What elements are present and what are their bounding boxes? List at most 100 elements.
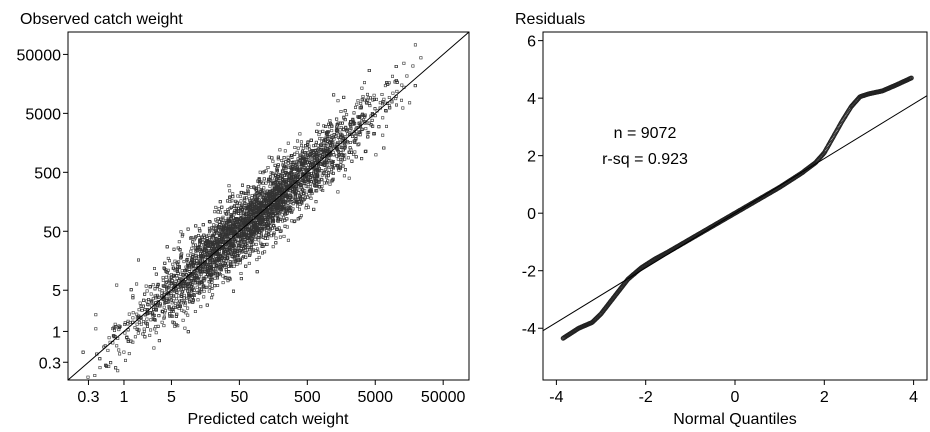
left-data-point bbox=[223, 226, 227, 230]
left-data-point bbox=[308, 185, 312, 189]
left-data-point bbox=[368, 96, 372, 100]
left-data-point bbox=[229, 205, 233, 209]
left-data-point bbox=[197, 290, 201, 294]
left-data-point bbox=[98, 357, 102, 361]
left-data-point bbox=[325, 147, 329, 151]
left-data-point bbox=[198, 271, 202, 275]
left-data-point bbox=[166, 285, 170, 289]
left-data-point bbox=[147, 297, 151, 301]
left-data-point bbox=[200, 247, 204, 251]
left-data-point bbox=[81, 350, 85, 354]
left-data-point bbox=[411, 64, 415, 68]
left-data-point bbox=[207, 226, 211, 230]
left-data-point bbox=[250, 233, 254, 237]
left-data-point bbox=[194, 249, 198, 253]
left-data-point bbox=[214, 257, 218, 261]
left-data-point bbox=[109, 361, 113, 365]
left-data-point bbox=[112, 334, 116, 338]
left-data-point bbox=[312, 144, 316, 148]
left-data-point bbox=[118, 325, 122, 329]
left-data-point bbox=[298, 216, 302, 220]
left-data-point bbox=[282, 156, 286, 160]
left-data-point bbox=[211, 293, 215, 297]
left-data-point bbox=[296, 191, 300, 195]
left-data-point bbox=[186, 306, 190, 310]
left-data-point bbox=[259, 188, 263, 192]
left-data-point bbox=[246, 239, 250, 243]
left-x-tick-label: 0.3 bbox=[77, 389, 99, 406]
left-data-point bbox=[189, 249, 193, 253]
left-data-point bbox=[287, 178, 291, 182]
left-data-point bbox=[304, 206, 308, 210]
left-data-point bbox=[154, 272, 158, 276]
left-data-point bbox=[286, 155, 290, 159]
left-data-point bbox=[301, 198, 305, 202]
left-data-point bbox=[340, 121, 344, 125]
left-data-point bbox=[317, 185, 321, 189]
left-data-point bbox=[332, 153, 336, 157]
left-data-point bbox=[185, 267, 189, 271]
left-data-point bbox=[229, 213, 233, 217]
left-data-point bbox=[179, 284, 183, 288]
left-data-point bbox=[172, 305, 176, 309]
left-data-point bbox=[384, 109, 388, 113]
left-data-point bbox=[211, 249, 215, 253]
left-data-point bbox=[184, 273, 188, 277]
left-data-point bbox=[280, 190, 284, 194]
left-data-point bbox=[230, 199, 234, 203]
left-data-point bbox=[195, 269, 199, 273]
left-data-point bbox=[211, 241, 215, 245]
left-data-point bbox=[255, 186, 259, 190]
left-data-point bbox=[206, 273, 210, 277]
left-data-point bbox=[196, 298, 200, 302]
left-data-point bbox=[199, 267, 203, 271]
left-data-point bbox=[358, 124, 362, 128]
left-data-point bbox=[325, 158, 329, 162]
left-data-point bbox=[298, 168, 302, 172]
left-data-point bbox=[264, 233, 268, 237]
left-data-point bbox=[360, 157, 364, 161]
left-data-point bbox=[141, 332, 145, 336]
left-data-point bbox=[262, 186, 266, 190]
left-data-point bbox=[356, 99, 360, 103]
left-data-point bbox=[293, 152, 297, 156]
left-data-point bbox=[246, 239, 250, 243]
left-data-point bbox=[214, 269, 218, 273]
left-data-point bbox=[335, 142, 339, 146]
left-data-point bbox=[149, 300, 153, 304]
left-data-point bbox=[247, 234, 251, 238]
left-data-point bbox=[419, 56, 423, 60]
left-data-point bbox=[258, 170, 262, 174]
left-data-point bbox=[201, 254, 205, 258]
left-data-point bbox=[291, 202, 295, 206]
left-data-point bbox=[161, 310, 165, 314]
left-data-point bbox=[331, 171, 335, 175]
left-data-point bbox=[249, 245, 253, 249]
left-data-point bbox=[183, 303, 187, 307]
left-data-point bbox=[180, 308, 184, 312]
left-data-point bbox=[339, 145, 343, 149]
left-data-point bbox=[268, 228, 272, 232]
left-data-point bbox=[349, 120, 353, 124]
left-data-point bbox=[94, 327, 98, 331]
left-data-point bbox=[261, 181, 265, 185]
left-data-point bbox=[299, 158, 303, 162]
left-data-point bbox=[216, 276, 220, 280]
left-data-point bbox=[299, 140, 303, 144]
left-data-point bbox=[275, 186, 279, 190]
right-qq-points bbox=[560, 75, 914, 341]
left-data-point bbox=[275, 210, 279, 214]
left-data-point bbox=[320, 178, 324, 182]
left-data-point bbox=[316, 144, 320, 148]
left-data-point bbox=[135, 312, 139, 316]
left-data-point bbox=[282, 206, 286, 210]
left-data-point bbox=[275, 177, 279, 181]
left-data-point bbox=[268, 189, 272, 193]
left-data-point bbox=[214, 205, 218, 209]
left-data-point bbox=[167, 300, 171, 304]
left-data-point bbox=[329, 138, 333, 142]
left-data-point bbox=[98, 357, 102, 361]
left-data-point bbox=[342, 128, 346, 132]
